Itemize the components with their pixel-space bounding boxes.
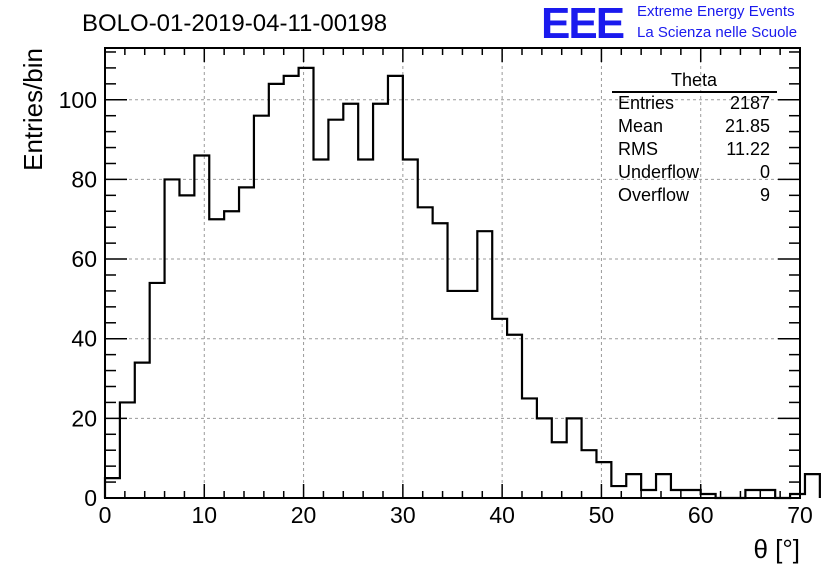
y-tick-label: 0: [84, 485, 97, 511]
stats-key: Underflow: [618, 162, 700, 182]
stats-value: 21.85: [724, 116, 770, 136]
tick-labels: 0 10 20 30 40 50 60 70 0 20 40 60 80 100: [59, 87, 813, 528]
x-tick-label: 0: [99, 502, 112, 528]
eee-logo: EEE: [541, 0, 625, 48]
y-tick-label: 40: [71, 326, 97, 352]
y-axis-label: Entries/bin: [18, 48, 48, 171]
stats-key: Overflow: [618, 185, 690, 205]
stats-key: Mean: [618, 116, 664, 136]
x-tick-label: 10: [191, 502, 217, 528]
stats-value: 0: [759, 162, 770, 182]
logo-subtitle-line1: Extreme Energy Events: [637, 3, 795, 20]
stats-box-divider: [612, 91, 777, 93]
y-tick-label: 60: [71, 246, 97, 272]
stats-value: 9: [759, 185, 770, 205]
logo-subtitle-line2: La Scienza nelle Scuole: [637, 24, 798, 41]
histogram-line: [103, 66, 821, 500]
stats-box-title: Theta: [670, 70, 718, 90]
x-tick-label: 70: [787, 502, 813, 528]
x-tick-label: 20: [291, 502, 317, 528]
stats-value: 11.22: [726, 139, 770, 159]
y-tick-label: 100: [59, 87, 97, 113]
stats-key: Entries: [618, 93, 675, 113]
x-tick-label: 40: [489, 502, 515, 528]
axis-ticks: [104, 48, 801, 499]
x-tick-label: 30: [390, 502, 416, 528]
y-tick-label: 20: [71, 405, 97, 431]
grid-lines: [105, 48, 800, 498]
x-tick-label: 50: [589, 502, 615, 528]
stats-value: 2187: [729, 93, 770, 113]
chart-title: BOLO-01-2019-04-11-00198: [82, 10, 388, 37]
plot-frame: [104, 47, 801, 499]
y-tick-label: 80: [71, 166, 97, 192]
x-tick-label: 60: [688, 502, 714, 528]
x-axis-label: θ [°]: [753, 534, 800, 564]
stats-key: RMS: [618, 139, 658, 159]
